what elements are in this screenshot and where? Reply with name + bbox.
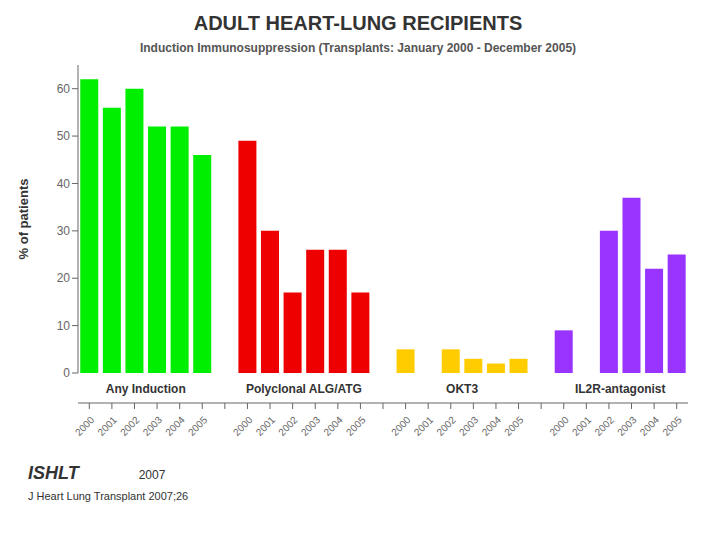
svg-text:2003: 2003 bbox=[457, 414, 481, 438]
svg-text:2005: 2005 bbox=[502, 414, 526, 438]
svg-text:2000: 2000 bbox=[547, 414, 571, 438]
svg-text:2005: 2005 bbox=[660, 414, 684, 438]
svg-text:2003: 2003 bbox=[141, 414, 165, 438]
svg-text:2000: 2000 bbox=[389, 414, 413, 438]
svg-text:40: 40 bbox=[57, 177, 71, 191]
svg-text:2001: 2001 bbox=[570, 414, 594, 438]
svg-text:0: 0 bbox=[63, 366, 70, 380]
svg-text:IL2R-antagonist: IL2R-antagonist bbox=[575, 382, 666, 396]
svg-text:10: 10 bbox=[57, 319, 71, 333]
svg-text:2001: 2001 bbox=[412, 414, 436, 438]
svg-text:2004: 2004 bbox=[321, 414, 345, 438]
html-text:2007: 2007 bbox=[138, 468, 166, 482]
svg-text:2001: 2001 bbox=[95, 414, 119, 438]
svg-text:2000: 2000 bbox=[231, 414, 255, 438]
svg-text:60: 60 bbox=[57, 82, 71, 96]
svg-text:2003: 2003 bbox=[615, 414, 639, 438]
svg-text:Any Induction: Any Induction bbox=[106, 382, 186, 396]
svg-text:2004: 2004 bbox=[163, 414, 187, 438]
svg-text:OKT3: OKT3 bbox=[446, 382, 478, 396]
html-text:Induction Immunosuppression (T: Induction Immunosuppression (Transplants… bbox=[139, 41, 577, 55]
svg-text:2000: 2000 bbox=[73, 414, 97, 438]
svg-text:Polyclonal ALG/ATG: Polyclonal ALG/ATG bbox=[246, 382, 362, 396]
svg-text:2004: 2004 bbox=[638, 414, 662, 438]
svg-text:2001: 2001 bbox=[254, 414, 278, 438]
svg-text:2005: 2005 bbox=[344, 414, 368, 438]
svg-text:30: 30 bbox=[57, 224, 71, 238]
svg-text:2002: 2002 bbox=[276, 414, 300, 438]
svg-text:2002: 2002 bbox=[592, 414, 616, 438]
svg-text:% of patients: % of patients bbox=[16, 179, 31, 260]
svg-text:2005: 2005 bbox=[186, 414, 210, 438]
svg-text:20: 20 bbox=[57, 271, 71, 285]
svg-text:2002: 2002 bbox=[434, 414, 458, 438]
html-text:J Heart Lung Transplant 2007;2: J Heart Lung Transplant 2007;26 bbox=[28, 490, 189, 502]
svg-text:50: 50 bbox=[57, 129, 71, 143]
html-text:ISHLT: ISHLT bbox=[28, 463, 79, 483]
svg-text:2002: 2002 bbox=[118, 414, 142, 438]
svg-text:2004: 2004 bbox=[480, 414, 504, 438]
svg-text:2003: 2003 bbox=[299, 414, 323, 438]
html-text:ADULT HEART-LUNG RECIPIENTS: ADULT HEART-LUNG RECIPIENTS bbox=[193, 12, 523, 34]
